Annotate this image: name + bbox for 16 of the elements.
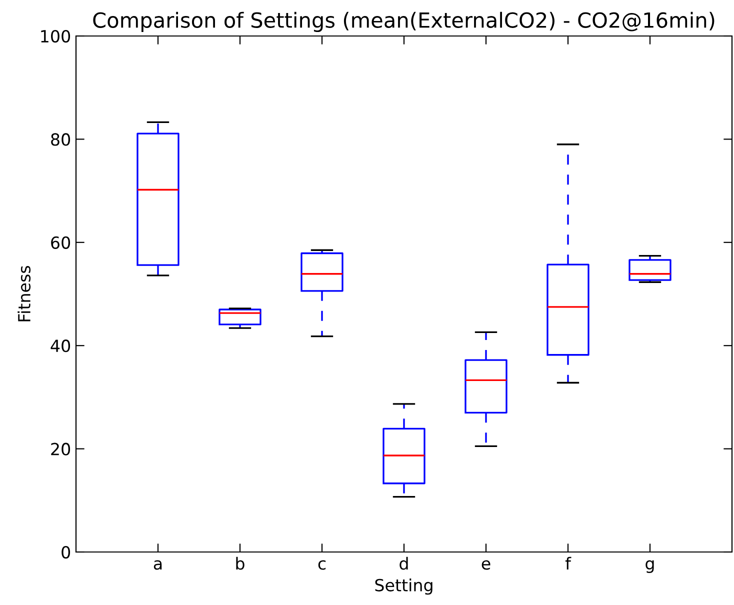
y-tick-label: 20	[51, 442, 70, 456]
x-tick-label: g	[646, 560, 654, 573]
y-tick-label: 60	[51, 236, 70, 249]
y-tick-label: 0	[62, 546, 70, 559]
x-tick-label: a	[154, 560, 162, 570]
x-tick-label: b	[236, 556, 244, 570]
y-tick-label: 40	[50, 340, 70, 352]
x-tick-label: e	[482, 560, 490, 570]
y-tick-label: 80	[51, 133, 70, 146]
x-tick-label: d	[400, 556, 408, 570]
chart-title: Comparison of Settings (mean(ExternalCO2) - CO2@16min)	[93, 12, 714, 32]
y-tick-label: 100	[41, 30, 70, 43]
x-tick-label: f	[565, 556, 572, 570]
x-tick-label: c	[318, 560, 326, 570]
y-axis-title: Fitness	[18, 266, 31, 322]
x-axis-title: Setting	[375, 578, 432, 595]
